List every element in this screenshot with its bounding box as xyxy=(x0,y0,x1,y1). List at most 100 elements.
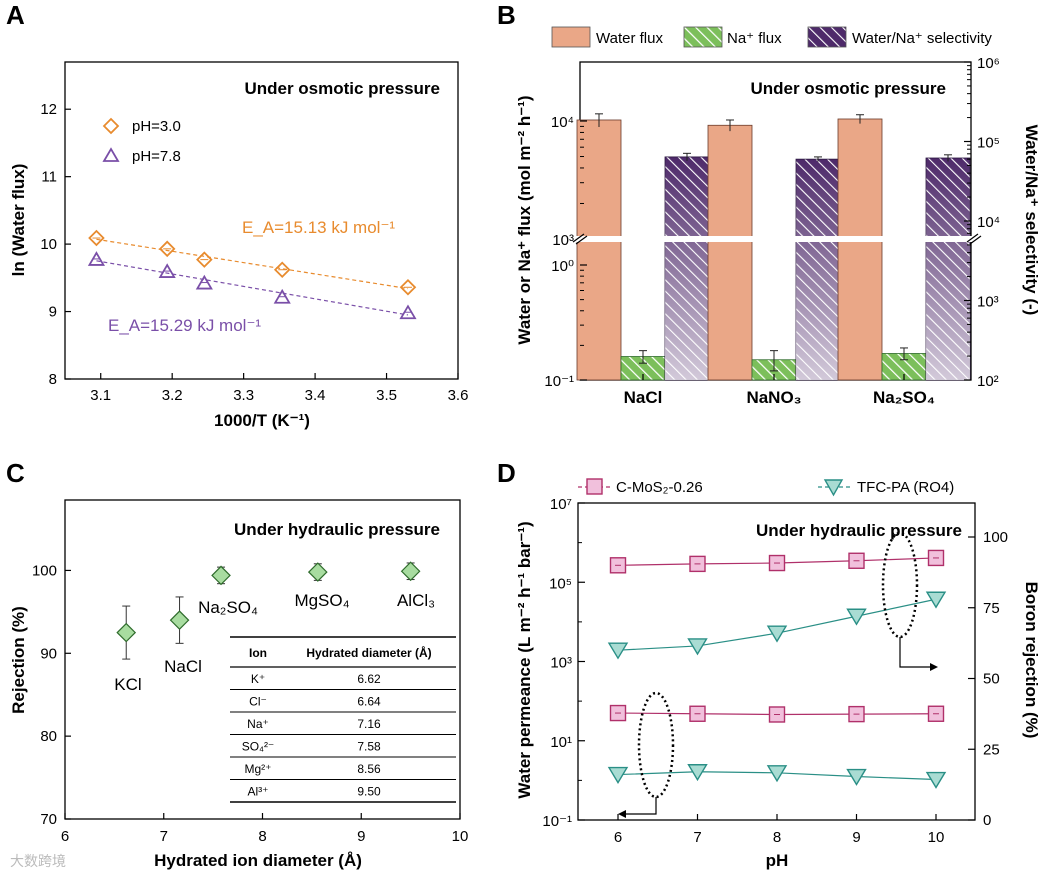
panel-c-annotation: Under hydraulic pressure xyxy=(234,520,440,539)
panel-c: Under hydraulic pressure Hydrated ion di… xyxy=(9,499,469,870)
y-tick-label: 70 xyxy=(40,811,57,828)
panel-d-ylabel-left: Water permeance (L m⁻² h⁻¹ bar⁻¹) xyxy=(515,521,534,798)
table-cell-ion: Al³⁺ xyxy=(248,785,269,799)
table-cell-ion: Mg²⁺ xyxy=(245,762,272,776)
y-right-tick-label: 50 xyxy=(983,671,1000,688)
table-cell-ion: K⁺ xyxy=(251,672,265,686)
legend-selectivity-swatch xyxy=(807,26,847,48)
y-tick-label: 10³ xyxy=(552,232,574,249)
panel-a-xlabel: 1000/T (K⁻¹) xyxy=(214,411,310,430)
y-right-tick-label: 75 xyxy=(983,600,1000,617)
point-label: KCl xyxy=(114,675,141,694)
highlight-ellipse-left xyxy=(637,691,675,799)
panel-a-ea-ph3: E_A=15.13 kJ mol⁻¹ xyxy=(242,218,395,237)
data-point-diamond xyxy=(399,278,417,296)
data-point-triangle-down xyxy=(846,608,867,626)
bar-selectivity-fade xyxy=(796,159,840,380)
y-tick-label: 9 xyxy=(49,304,57,321)
x-tick-label: 3.1 xyxy=(90,387,111,404)
panel-a-frame xyxy=(64,61,459,380)
bar-selectivity-fade xyxy=(926,158,970,380)
legend-na-flux: Na⁺ flux xyxy=(727,30,782,47)
data-point-diamond xyxy=(169,610,190,630)
x-tick-label: 6 xyxy=(614,829,622,846)
table-cell-ion: SO₄²⁻ xyxy=(242,740,275,754)
bar-water-flux xyxy=(576,119,622,381)
y-tick-label: 10⁻¹ xyxy=(542,813,572,830)
axis-break-mark xyxy=(572,233,585,243)
panel-d-annotation: Under hydraulic pressure xyxy=(756,521,962,540)
arrow-left xyxy=(626,797,657,815)
y-right-tick-label: 10⁶ xyxy=(977,55,1000,72)
arrow-left-head-icon xyxy=(618,810,626,818)
panel-a: Under osmotic pressure 1000/T (K⁻¹) ln (… xyxy=(9,61,469,430)
x-tick-label: 10 xyxy=(452,828,469,845)
x-tick-label: 8 xyxy=(258,828,266,845)
legend-square-icon xyxy=(586,478,603,495)
data-point-diamond xyxy=(158,240,176,258)
data-point-diamond xyxy=(116,622,137,643)
point-label: NaCl xyxy=(164,657,202,676)
x-tick-label: 7 xyxy=(693,829,701,846)
x-tick-label: 9 xyxy=(852,829,860,846)
panel-b-ylabel-right: Water/Na⁺ selectivity (-) xyxy=(1022,125,1039,316)
legend-ph78: pH=7.8 xyxy=(132,148,181,165)
data-point-triangle xyxy=(195,274,213,290)
x-tick-label: 3.6 xyxy=(448,387,469,404)
legend-water-swatch xyxy=(551,26,591,48)
y-tick-label: 11 xyxy=(41,169,57,186)
table-cell-diameter: 6.62 xyxy=(357,672,381,686)
table-cell-diameter: 7.16 xyxy=(357,717,381,731)
point-label: MgSO₄ xyxy=(294,591,349,610)
y-right-tick-label: 25 xyxy=(983,741,1000,758)
y-tick-label: 10 xyxy=(40,236,57,253)
panel-b-annotation: Under osmotic pressure xyxy=(750,79,946,98)
watermark: 大数跨境 xyxy=(10,854,66,870)
y-tick-label: 10⁴ xyxy=(551,114,574,131)
y-tick-label: 100 xyxy=(32,562,57,579)
panel-b-cat-0: NaCl xyxy=(624,388,663,407)
y-right-tick-label: 10⁴ xyxy=(977,214,1000,231)
table-cell-diameter: 6.64 xyxy=(357,695,381,709)
x-tick-label: 6 xyxy=(61,828,69,845)
data-point-triangle-down xyxy=(846,768,867,786)
y-tick-label: 90 xyxy=(40,645,57,662)
data-point-triangle xyxy=(158,263,176,278)
axis-break-gap xyxy=(575,236,976,242)
legend-triangle-down-icon xyxy=(823,479,844,497)
panel-d-xlabel: pH xyxy=(766,851,789,870)
panel-a-annotation: Under osmotic pressure xyxy=(244,79,440,98)
panel-a-legend: pH=3.0 pH=7.8 xyxy=(102,117,181,165)
x-tick-label: 3.5 xyxy=(376,387,397,404)
fit-line xyxy=(96,260,409,316)
point-label: Na₂SO₄ xyxy=(198,598,258,617)
data-point-diamond xyxy=(196,251,213,268)
y-tick-label: 8 xyxy=(49,371,57,388)
data-point-triangle xyxy=(273,288,291,304)
bar-water-flux xyxy=(837,118,883,381)
data-point-triangle-down xyxy=(766,625,788,643)
data-point-triangle-down xyxy=(925,771,947,789)
axis-break-mark xyxy=(969,235,982,245)
x-tick-label: 10 xyxy=(928,829,945,846)
data-point-triangle-down xyxy=(687,764,708,782)
table-cell-ion: Cl⁻ xyxy=(249,695,267,709)
panel-b-frame xyxy=(579,61,972,381)
table-cell-diameter: 8.56 xyxy=(357,762,381,776)
panel-c-ylabel: Rejection (%) xyxy=(9,606,28,714)
panel-b-cat-2: Na₂SO₄ xyxy=(873,388,935,407)
data-point-triangle-down xyxy=(607,642,629,660)
y-tick-label: 10³ xyxy=(550,655,572,672)
legend-tfc: TFC-PA (RO4) xyxy=(857,479,954,496)
y-tick-label: 10⁻¹ xyxy=(544,373,574,390)
panel-d-ylabel-right: Boron rejection (%) xyxy=(1022,582,1039,739)
data-point-triangle-down xyxy=(766,765,788,783)
legend-diamond-icon xyxy=(102,117,120,135)
legend-ph3: pH=3.0 xyxy=(132,118,181,135)
panel-label-a: A xyxy=(6,0,25,30)
data-point-diamond xyxy=(88,229,105,247)
table-cell-ion: Na⁺ xyxy=(247,717,269,731)
panel-b-legend: Water flux Na⁺ flux Water/Na⁺ selectivit… xyxy=(551,26,992,48)
table-header-diameter: Hydrated diameter (Å) xyxy=(306,645,431,660)
